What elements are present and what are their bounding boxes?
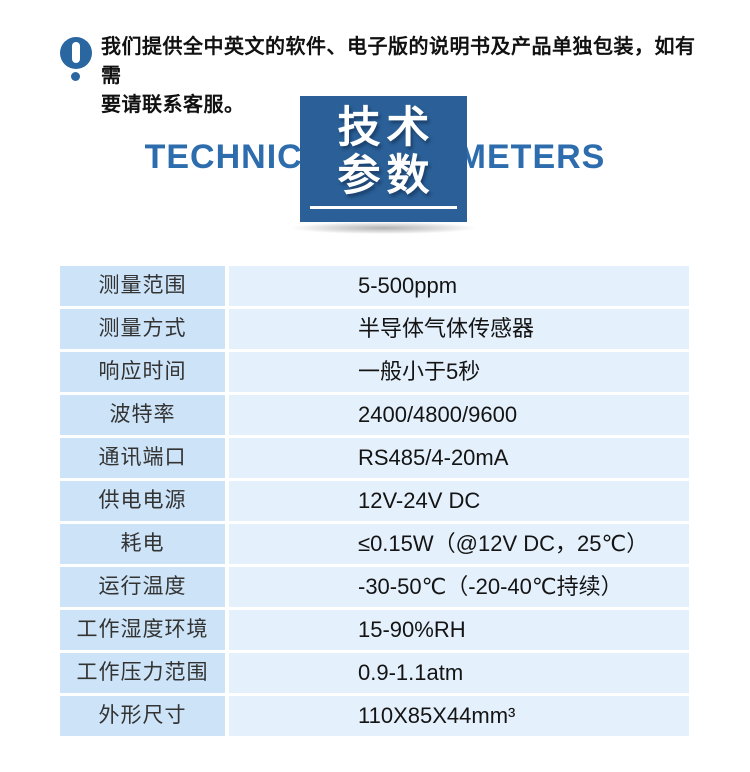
spec-row-label: 测量方式 [60,309,225,349]
notice-line-2: 要请联系客服。 [101,94,245,116]
spec-row-value: 半导体气体传感器 [229,309,689,349]
spec-row-label: 工作湿度环境 [60,610,225,650]
spec-row-label: 波特率 [60,395,225,435]
spec-row-value: ≤0.15W（@12V DC，25℃） [229,524,689,564]
section-title-chinese: 技术 参数 [332,104,436,200]
spec-row-value: RS485/4-20mA [229,438,689,478]
section-title-chinese-box: 技术 参数 [300,96,467,222]
section-title: TECHNICAL PARAMETERS 技术 参数 [0,96,750,241]
spec-row-value: -30-50℃（-20-40℃持续） [229,567,689,607]
spec-row-value: 5-500ppm [229,266,689,306]
spec-table: 测量范围 5-500ppm 测量方式 半导体气体传感器 响应时间 一般小于5秒 … [60,266,689,736]
exclamation-icon-dot [71,72,80,81]
exclamation-icon-bar [72,42,80,63]
title-underline [310,206,457,209]
spec-row-label: 通讯端口 [60,438,225,478]
spec-row-value: 12V-24V DC [229,481,689,521]
spec-row-label: 响应时间 [60,352,225,392]
section-title-zh-line1: 技术 [337,104,436,152]
section-title-zh-line2: 参数 [337,152,436,200]
spec-row-label: 外形尺寸 [60,696,225,736]
notice-line-1: 我们提供全中英文的软件、电子版的说明书及产品单独包装，如有需 [101,36,696,87]
exclamation-icon [60,37,92,83]
spec-row-value: 15-90%RH [229,610,689,650]
spec-row-label: 耗电 [60,524,225,564]
spec-row-value: 2400/4800/9600 [229,395,689,435]
title-box-shadow [292,222,475,234]
spec-row-value: 一般小于5秒 [229,352,689,392]
notice-text: 我们提供全中英文的软件、电子版的说明书及产品单独包装，如有需 要请联系客服。 [101,30,700,120]
spec-row-value: 0.9-1.1atm [229,653,689,693]
spec-row-label: 供电电源 [60,481,225,521]
spec-row-label: 测量范围 [60,266,225,306]
spec-row-label: 运行温度 [60,567,225,607]
notice: 我们提供全中英文的软件、电子版的说明书及产品单独包装，如有需 要请联系客服。 [60,30,700,120]
spec-row-label: 工作压力范围 [60,653,225,693]
spec-row-value: 110X85X44mm³ [229,696,689,736]
